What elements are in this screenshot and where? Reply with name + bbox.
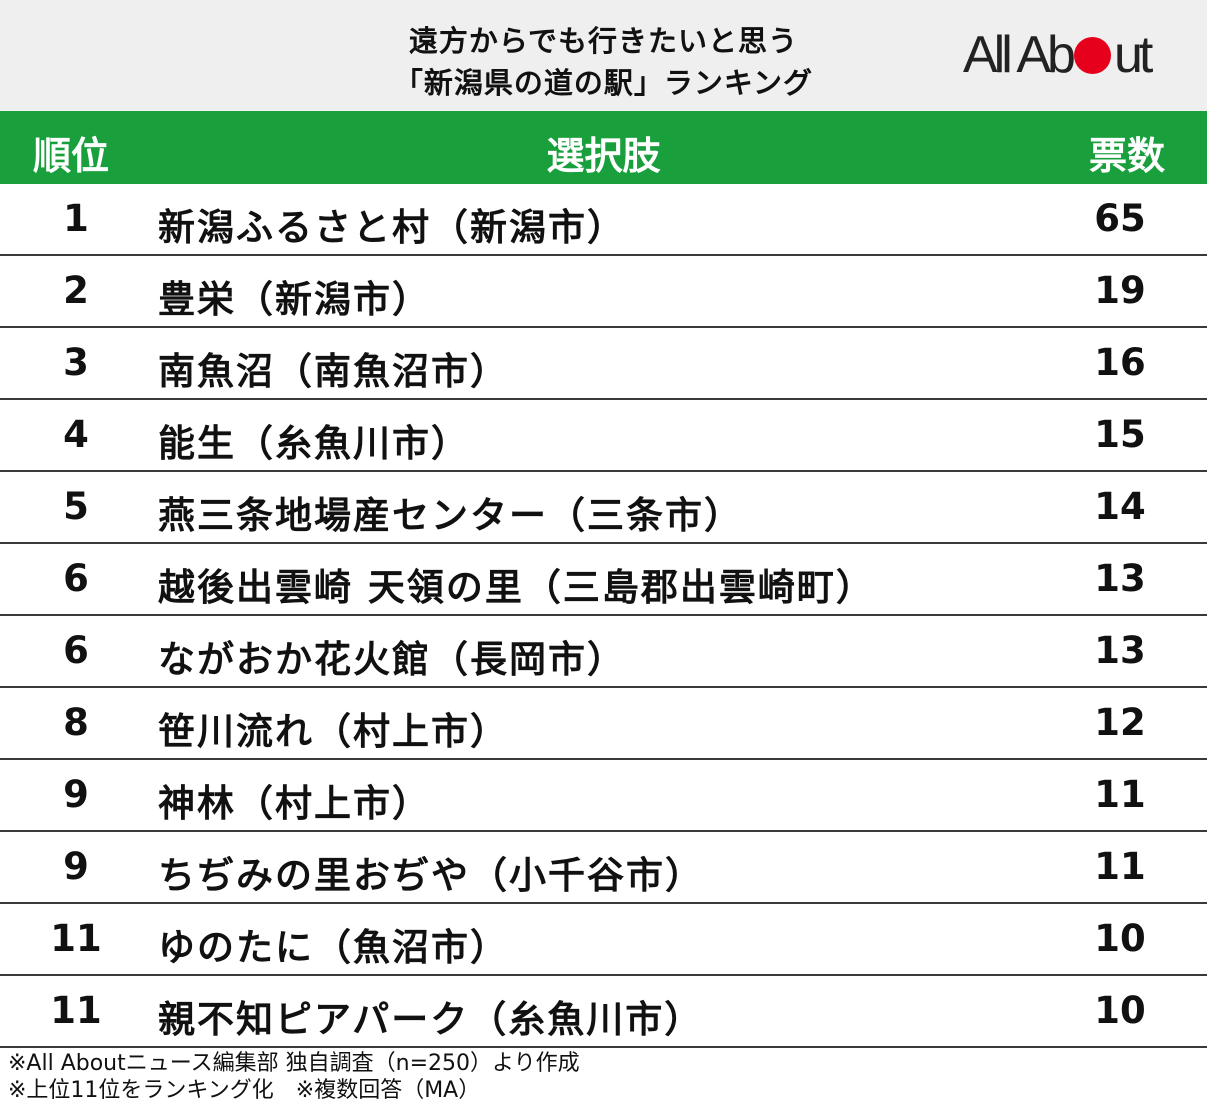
choice-cell: ゆのたに（魚沼市） xyxy=(158,926,509,969)
choice-cell: 越後出雲崎 天領の里（三島郡出雲崎町） xyxy=(158,566,875,609)
logo-text-end: ut xyxy=(1113,26,1153,84)
table-row: 9 ちぢみの里おぢや（小千谷市） 11 xyxy=(0,832,1207,904)
header-votes: 票数 xyxy=(1089,134,1166,178)
table-row: 6 越後出雲崎 天領の里（三島郡出雲崎町） 13 xyxy=(0,544,1207,616)
title-line-2: 「新潟県の道の駅」ランキング xyxy=(393,66,814,100)
rank-cell: 9 xyxy=(63,845,89,888)
table-row: 5 燕三条地場産センター（三条市） 14 xyxy=(0,472,1207,544)
choice-cell: ながおか花火館（長岡市） xyxy=(158,638,626,681)
rank-cell: 9 xyxy=(63,773,89,816)
choice-cell: 新潟ふるさと村（新潟市） xyxy=(158,206,626,249)
votes-cell: 12 xyxy=(1094,701,1146,744)
table-row: 2 豊栄（新潟市） 19 xyxy=(0,256,1207,328)
choice-cell: 燕三条地場産センター（三条市） xyxy=(158,494,743,537)
header-rank: 順位 xyxy=(33,134,110,178)
choice-cell: 能生（糸魚川市） xyxy=(158,422,470,465)
table-row: 11 親不知ピアパーク（糸魚川市） 10 xyxy=(0,976,1207,1048)
rank-cell: 1 xyxy=(63,197,89,240)
rank-cell: 6 xyxy=(63,557,89,600)
choice-cell: 親不知ピアパーク（糸魚川市） xyxy=(158,998,704,1041)
rank-cell: 11 xyxy=(50,989,102,1032)
header-choice: 選択肢 xyxy=(546,134,661,178)
votes-cell: 15 xyxy=(1094,413,1146,456)
logo-red-dot-icon xyxy=(1073,37,1111,74)
rank-cell: 8 xyxy=(63,701,89,744)
title-banner: 遠方からでも行きたいと思う 「新潟県の道の駅」ランキング All Ab ut xyxy=(0,0,1207,111)
choice-cell: 神林（村上市） xyxy=(158,782,431,825)
allabout-logo: All Ab ut xyxy=(963,26,1153,84)
table-row: 11 ゆのたに（魚沼市） 10 xyxy=(0,904,1207,976)
table-row: 8 笹川流れ（村上市） 12 xyxy=(0,688,1207,760)
ranking-table-body: 1 新潟ふるさと村（新潟市） 65 2 豊栄（新潟市） 19 3 南魚沼（南魚沼市） 16 4 能生… xyxy=(0,184,1207,1048)
choice-cell: 笹川流れ（村上市） xyxy=(158,710,509,753)
logo-text-start: All Ab xyxy=(963,26,1076,84)
table-row: 4 能生（糸魚川市） 15 xyxy=(0,400,1207,472)
votes-cell: 13 xyxy=(1094,557,1146,600)
votes-cell: 16 xyxy=(1094,341,1146,384)
votes-cell: 13 xyxy=(1094,629,1146,672)
votes-cell: 10 xyxy=(1094,917,1146,960)
choice-cell: 南魚沼（南魚沼市） xyxy=(158,350,509,393)
table-header: 順位 選択肢 票数 xyxy=(0,111,1207,184)
table-row: 6 ながおか花火館（長岡市） 13 xyxy=(0,616,1207,688)
votes-cell: 10 xyxy=(1094,989,1146,1032)
table-row: 1 新潟ふるさと村（新潟市） 65 xyxy=(0,184,1207,256)
rank-cell: 3 xyxy=(63,341,89,384)
rank-cell: 11 xyxy=(50,917,102,960)
footnote-2: ※上位11位をランキング化 ※複数回答（MA） xyxy=(8,1078,481,1103)
footnotes: ※All Aboutニュース編集部 独自調査（n=250）より作成 ※上位11位… xyxy=(8,1050,580,1104)
choice-cell: 豊栄（新潟市） xyxy=(158,278,431,321)
votes-cell: 11 xyxy=(1094,845,1146,888)
rank-cell: 5 xyxy=(63,485,89,528)
votes-cell: 14 xyxy=(1094,485,1146,528)
choice-cell: ちぢみの里おぢや（小千谷市） xyxy=(158,854,704,897)
table-row: 9 神林（村上市） 11 xyxy=(0,760,1207,832)
rank-cell: 2 xyxy=(63,269,89,312)
votes-cell: 11 xyxy=(1094,773,1146,816)
rank-cell: 4 xyxy=(63,413,89,456)
votes-cell: 65 xyxy=(1094,197,1146,240)
table-row: 3 南魚沼（南魚沼市） 16 xyxy=(0,328,1207,400)
votes-cell: 19 xyxy=(1094,269,1146,312)
rank-cell: 6 xyxy=(63,629,89,672)
title-line-1: 遠方からでも行きたいと思う xyxy=(408,24,799,58)
footnote-1: ※All Aboutニュース編集部 独自調査（n=250）より作成 xyxy=(8,1051,580,1076)
